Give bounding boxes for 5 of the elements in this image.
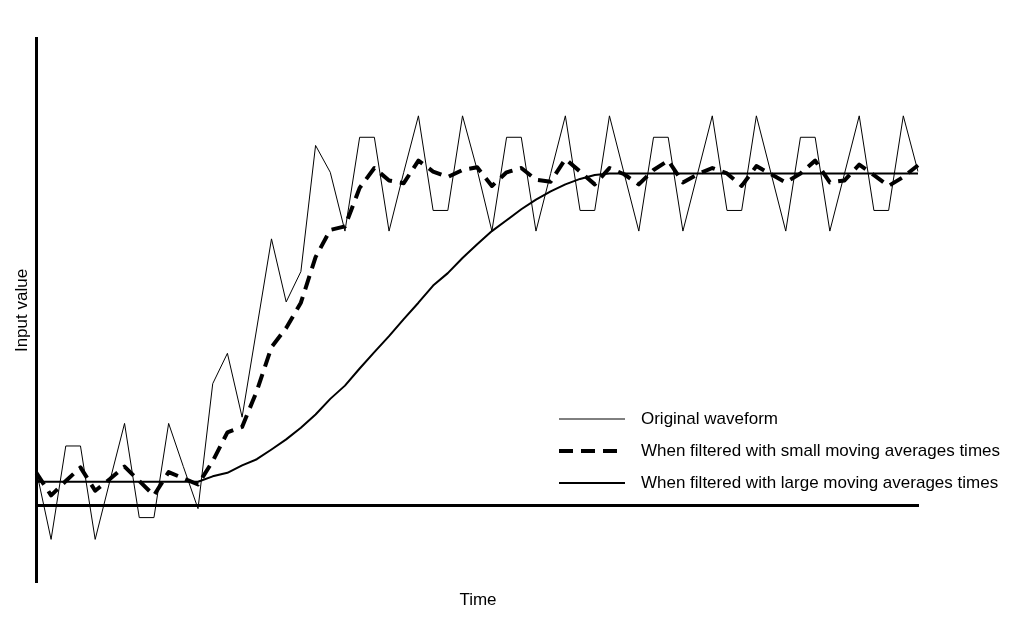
x-axis-title: Time bbox=[458, 590, 498, 610]
legend-label: When filtered with large moving averages times bbox=[640, 473, 999, 493]
y-axis-title: Input value bbox=[11, 268, 31, 353]
legend-label: When filtered with small moving averages times bbox=[640, 441, 1000, 461]
legend-label: Original waveform bbox=[640, 409, 778, 429]
